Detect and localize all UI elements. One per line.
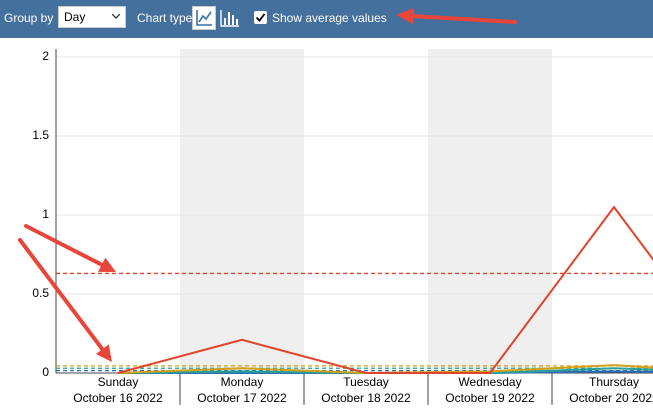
band-shade (180, 49, 304, 373)
y-tick-label: 1.5 (32, 128, 49, 142)
series-line (117, 205, 653, 374)
average-label: Show average values (272, 11, 387, 25)
x-tick-label: Sunday (98, 375, 139, 389)
select-value: Day (64, 10, 86, 24)
band-shade (428, 49, 552, 373)
annotation-arrow (18, 238, 105, 352)
toolbar: Group by Day Chart type Show average val… (0, 0, 653, 38)
annotation-arrow-top (396, 8, 517, 24)
check-mark (255, 13, 266, 22)
x-tick-label: October 20 2022 (569, 391, 653, 405)
x-tick-label: October 16 2022 (73, 391, 163, 405)
bar-chart-button[interactable] (218, 6, 242, 30)
line-chart-button[interactable] (192, 6, 216, 30)
y-tick-label: 2 (42, 49, 49, 63)
x-tick-label: Monday (221, 375, 264, 389)
x-tick-label: October 18 2022 (321, 391, 411, 405)
x-tick-label: Thursday (589, 375, 639, 389)
bar-icon (220, 10, 239, 27)
select-caret (112, 14, 120, 19)
annotation-arrowhead (95, 344, 112, 362)
x-tick-label: October 19 2022 (445, 391, 535, 405)
y-tick-label: 0 (42, 365, 49, 379)
line-icon (196, 10, 212, 26)
y-tick-label: 0.5 (32, 286, 49, 300)
x-tick-label: Tuesday (343, 375, 389, 389)
x-tick-label: October 17 2022 (197, 391, 287, 405)
group-by-select[interactable]: Day (58, 6, 126, 28)
y-tick-label: 1 (42, 207, 49, 221)
chart-type-label: Chart type (137, 11, 193, 25)
annotation-arrow (24, 224, 104, 267)
x-tick-label: Wednesday (458, 375, 521, 389)
group-by-label: Group by (4, 11, 54, 25)
average-checkbox[interactable] (254, 11, 267, 24)
annotation-arrowhead (98, 257, 116, 272)
